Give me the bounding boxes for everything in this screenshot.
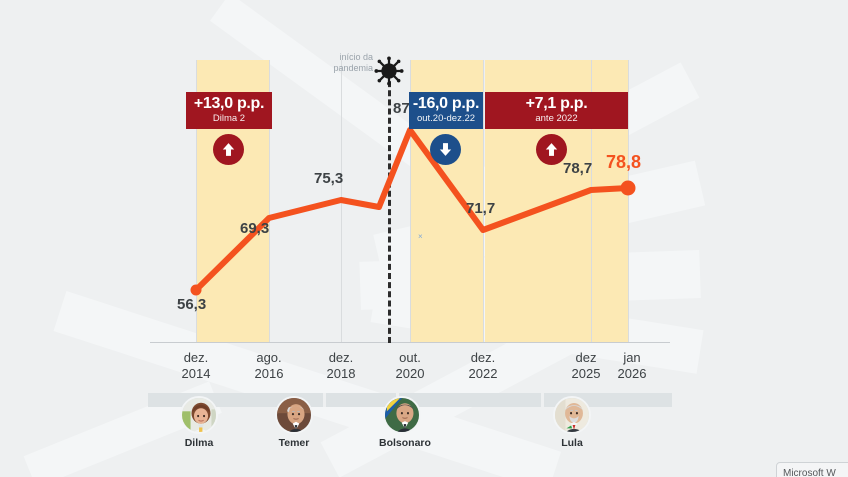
badge-value: +7,1 p.p. (525, 95, 588, 112)
avatar-dilma (180, 396, 218, 434)
xtick-line2: 2025 (571, 366, 601, 381)
xtick-line2: 2016 (254, 366, 284, 381)
stray-marker-icon: × (418, 232, 423, 241)
xtick-line1: out. (399, 350, 421, 365)
president-name: Lula (561, 437, 583, 449)
point-label-2016: 69,3 (240, 220, 270, 237)
pandemic-annotation-label: início da pandemia (303, 52, 373, 74)
pandemic-marker-line (388, 72, 391, 343)
president-temer: Temer (271, 396, 317, 449)
point-label-2026: 78,8 (606, 152, 642, 172)
xtick-line2: 2014 (181, 366, 211, 381)
coronavirus-icon (374, 56, 404, 86)
xtick-line2: 2022 (468, 366, 498, 381)
xtick-2016: ago. 2016 (239, 350, 299, 382)
xtick-2022: dez. 2022 (453, 350, 513, 382)
president-name: Bolsonaro (379, 437, 431, 449)
xtick-line1: dez. (328, 350, 354, 365)
badge-dilma2: +13,0 p.p. Dilma 2 (186, 92, 272, 129)
corner-tooltip[interactable]: Microsoft W (776, 462, 848, 477)
series-line (190, 127, 636, 296)
president-dilma: Dilma (176, 396, 222, 449)
gridline-2020 (410, 60, 411, 343)
point-label-2022: 71,7 (466, 200, 496, 217)
gridline-2014 (196, 60, 197, 343)
xtick-line1: dez. (183, 350, 209, 365)
xtick-line2: 2020 (395, 366, 425, 381)
avatar-temer (275, 396, 313, 434)
badge-caption: ante 2022 (535, 113, 578, 124)
pres-segment-bolsonaro (399, 393, 544, 407)
xtick-2018: dez. 2018 (311, 350, 371, 382)
president-name: Dilma (184, 437, 214, 449)
badge-dilma2-arrow-up-icon (213, 134, 244, 165)
badge-pandemic-arrow-down-icon (430, 134, 461, 165)
gridline-2022 (483, 60, 484, 343)
xtick-2025: dez 2025 (561, 350, 611, 382)
badge-caption: Dilma 2 (212, 113, 246, 124)
badge-lula3-arrow-up-icon (536, 134, 567, 165)
pandemic-label-line2: pandemia (333, 63, 373, 73)
xtick-line1: dez (575, 350, 597, 365)
xtick-line2: 2026 (617, 366, 647, 381)
avatar-bolsonaro (383, 396, 421, 434)
president-bolsonaro: Bolsonaro (379, 396, 431, 449)
x-axis-line (150, 342, 670, 343)
xtick-line1: jan (623, 350, 641, 365)
gridline-2026 (628, 60, 629, 343)
gridline-2025 (591, 60, 592, 343)
avatar-lula (553, 396, 591, 434)
point-label-2018: 75,3 (314, 170, 344, 187)
xtick-2020: out. 2020 (380, 350, 440, 382)
badge-value: +13,0 p.p. (193, 95, 265, 112)
pandemic-label-line1: início da (339, 52, 373, 62)
point-label-2025: 78,7 (563, 160, 593, 177)
badge-value: -16,0 p.p. (412, 95, 480, 112)
xtick-line1: ago. (256, 350, 282, 365)
xtick-2014: dez. 2014 (166, 350, 226, 382)
xtick-2026: jan 2026 (607, 350, 657, 382)
badge-caption: out.20-dez.22 (416, 113, 476, 124)
xtick-line1: dez. (470, 350, 496, 365)
gridline-2016 (269, 60, 270, 343)
badge-pandemic-drop: -16,0 p.p. out.20-dez.22 (409, 92, 483, 129)
badge-lula3: +7,1 p.p. ante 2022 (485, 92, 628, 129)
xtick-line2: 2018 (326, 366, 356, 381)
president-name: Temer (278, 437, 310, 449)
president-lula: Lula (549, 396, 595, 449)
point-label-2014: 56,3 (177, 296, 207, 313)
